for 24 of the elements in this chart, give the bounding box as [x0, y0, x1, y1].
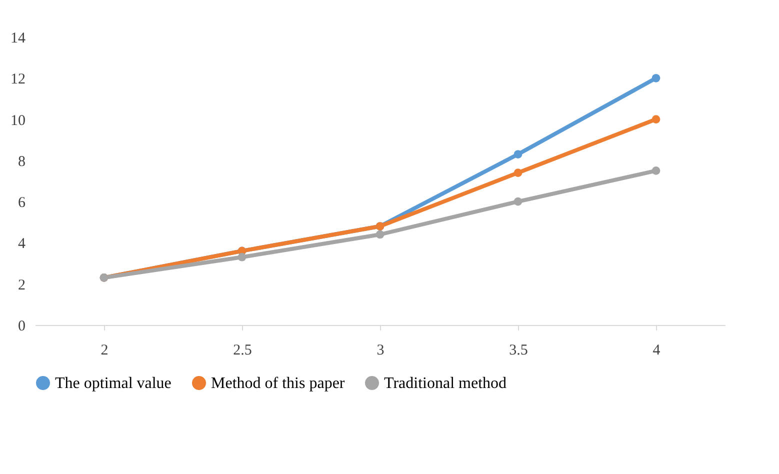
point — [376, 230, 384, 239]
y-tick-label: 2 — [18, 277, 26, 294]
x-tick-label: 2.5 — [233, 342, 252, 358]
point — [652, 74, 660, 82]
point — [514, 197, 522, 206]
y-tick-label: 14 — [10, 30, 26, 46]
point — [514, 168, 522, 177]
legend-label: Traditional method — [384, 375, 507, 392]
x-tick-label: 2 — [100, 342, 108, 358]
y-tick-label: 12 — [10, 72, 26, 88]
y-tick-label: 6 — [18, 195, 26, 212]
y-tick-label: 4 — [18, 236, 26, 252]
x-tick-label: 3.5 — [509, 342, 528, 358]
y-tick-label: 8 — [18, 154, 26, 170]
y-tick-label: 10 — [10, 112, 26, 129]
point — [652, 115, 660, 124]
legend-label: The optimal value — [55, 375, 172, 392]
x-tick-label: 4 — [652, 342, 661, 358]
point — [652, 166, 660, 175]
legend-label: Method of this paper — [211, 375, 346, 392]
point — [238, 252, 246, 262]
point — [514, 150, 522, 158]
x-tick-label: 3 — [376, 342, 384, 358]
y-tick-label: 0 — [18, 318, 26, 334]
